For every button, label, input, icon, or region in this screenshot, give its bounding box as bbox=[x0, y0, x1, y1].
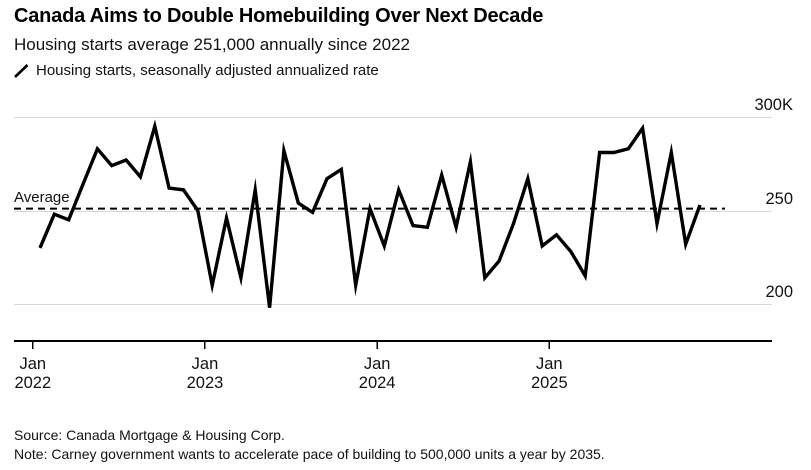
x-axis-label-jan-2025: Jan 2025 bbox=[530, 355, 568, 392]
legend: Housing starts, seasonally adjusted annu… bbox=[14, 62, 379, 79]
note-text: Note: Carney government wants to acceler… bbox=[14, 446, 605, 462]
x-axis-label-jan-2023: Jan 2023 bbox=[186, 355, 224, 392]
x-axis-label-jan-2024: Jan 2024 bbox=[358, 355, 396, 392]
average-line-label: Average bbox=[14, 189, 70, 207]
page-title: Canada Aims to Double Homebuilding Over … bbox=[14, 5, 544, 27]
source-text: Source: Canada Mortgage & Housing Corp. bbox=[14, 427, 285, 443]
page-subtitle: Housing starts average 251,000 annually … bbox=[14, 35, 410, 54]
y-axis-label-200: 200 bbox=[765, 283, 793, 301]
line-series-icon bbox=[14, 63, 29, 78]
y-axis-label-250: 250 bbox=[765, 189, 793, 208]
y-axis-label-300k: 300K bbox=[754, 96, 793, 114]
legend-label: Housing starts, seasonally adjusted annu… bbox=[36, 62, 379, 79]
x-axis-label-jan-2022: Jan 2022 bbox=[14, 355, 52, 392]
